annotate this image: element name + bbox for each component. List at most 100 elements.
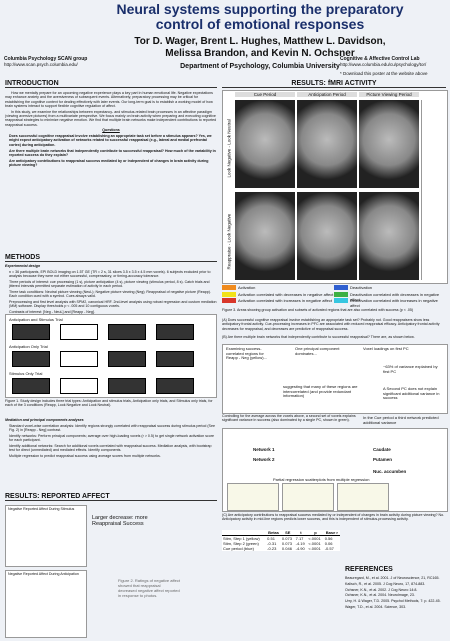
network-label: Network 1 <box>253 447 275 452</box>
section-heading: RESULTS: REPORTED AFFECT <box>5 493 217 501</box>
reference: Ochsner, K.N., et al. 2004. NeuroImage, … <box>345 593 415 598</box>
legend-swatch <box>334 298 348 303</box>
legend-swatch <box>222 285 236 290</box>
bullet: Identify networks: Perform principal com… <box>9 433 215 443</box>
column-header: Cue Period <box>235 92 295 97</box>
trial-box <box>60 378 98 394</box>
subheading: Mediation and principal components analy… <box>5 418 84 422</box>
title: Neural systems supporting the preparator… <box>116 1 404 32</box>
figure-caption: Figure 1. Study design includes three tr… <box>5 399 213 408</box>
brain-image <box>235 100 295 188</box>
column-header: Picture Viewing Period <box>359 92 419 97</box>
table-cell: -0.31 <box>267 541 277 546</box>
table-row: Stim, Step 2 (green) -0.31 0.073 -4.19 <.000… <box>222 541 340 546</box>
table-cell: -4.90 <box>295 546 305 551</box>
subheading: Experimental design <box>5 264 41 268</box>
diagram-text: A Second PC does not explain significant… <box>383 386 440 401</box>
legend-label: Deactivation correlated with decreases i… <box>350 291 440 302</box>
reference: Kalisch, R., et al. 2005. J Cog Neuro, 1… <box>345 581 426 586</box>
trial-box <box>108 378 146 394</box>
trial-box <box>12 324 50 340</box>
legend-swatch <box>334 285 348 290</box>
intro-text: How we mentally prepare for an upcoming … <box>5 91 217 169</box>
scatter-panel <box>421 100 446 280</box>
table-cell: Stim, Step 1 (yellow) <box>223 536 260 541</box>
question-a: (A) Does successful cognitive reappraisa… <box>222 318 440 331</box>
bullet: Standard voxel-wise correlation analysis… <box>9 423 215 433</box>
trial-label: Anticipation Only Trial <box>9 344 48 349</box>
section-heading: RESULTS: fMRI ACTIVITY <box>222 80 446 88</box>
row-label: Look Negative - Look Neutral <box>226 119 232 178</box>
reference: Ochsner, K.N., et al. 2002. J Cog Neuro … <box>345 587 418 592</box>
bullet: Preprocessing and first level analysis w… <box>9 300 217 309</box>
scatter-plot <box>282 483 334 511</box>
table-cell: -0.57 <box>324 546 334 551</box>
brain-image <box>359 100 419 188</box>
mediation-text: Mediation and principal components analy… <box>5 418 217 460</box>
question: Are there multiple brain networks that i… <box>9 148 216 157</box>
legend-label: Deactivation correlated with increases i… <box>350 298 438 308</box>
pc-diagram: Examining success-correlated regions for… <box>222 344 448 414</box>
table-cell: -0.23 <box>267 546 277 551</box>
download-note: * Download this poster at the website ab… <box>340 71 428 76</box>
table-cell: <.0001 <box>308 546 321 551</box>
reference: Beauregard, M., et al. 2001. J of Neuros… <box>345 576 440 580</box>
trial-box <box>108 351 146 367</box>
table-cell: <.0001 <box>308 536 321 541</box>
table-cell: Stim, Step 2 (green) <box>223 541 259 546</box>
network-label: Putamen <box>373 457 393 462</box>
row-label: Reappraise - Look Negative <box>226 213 232 270</box>
trial-box <box>60 351 98 367</box>
question-c: (C) Are anticipatory contributions to re… <box>222 513 445 522</box>
legend-label: Deactivation <box>350 285 373 290</box>
scatter-plot <box>227 483 279 511</box>
bullet: Three task conditions: Neutral picture v… <box>9 289 211 299</box>
reference: Urry, H. & Wager, T.D. 2005. Psychol Met… <box>345 599 441 604</box>
table-cell: <.0001 <box>308 541 321 546</box>
diagram-text: suggesting that many of these regions ar… <box>283 384 358 399</box>
legend-swatch <box>222 291 236 297</box>
trial-box <box>60 324 98 340</box>
table-header: Base r <box>323 530 340 536</box>
trial-label: Stimulus Only Trial <box>9 371 43 376</box>
subheading: Questions <box>102 128 120 133</box>
section-heading: REFERENCES <box>345 566 393 573</box>
bullet: Identify additional networks: Search for… <box>9 443 212 453</box>
trial-label: Anticipation and Stimulus Trial <box>9 317 63 322</box>
brain-figure: Cue Period Anticipation Period Picture Vie… <box>222 90 448 284</box>
brain-image <box>359 192 419 280</box>
trial-box <box>108 324 146 340</box>
figure-caption: Figure 2. Ratings of negative affect sho… <box>118 578 180 598</box>
table-row: Cue period (blue) -0.23 0.046 -4.90 <.0001 -0… <box>222 546 340 551</box>
diagram-text: Examining success-correlated regions for… <box>226 346 267 361</box>
left-lab: Columbia Psychology SCAN group <box>4 56 88 62</box>
affect-chart-2 <box>5 570 87 638</box>
question-b: (B) Are there multiple brain networks th… <box>222 335 415 339</box>
legend-swatch <box>334 291 348 297</box>
bullet: Multiple regression to predict reapprais… <box>9 454 161 459</box>
trial-box <box>156 378 194 394</box>
network-figure: Network 1 Network 2 Caudate Putamen Nuc. acc… <box>222 415 448 512</box>
table-cell: 0.06 <box>324 541 333 546</box>
scatter-caption: Partial regression scatterplots from mul… <box>273 477 370 482</box>
table-header <box>222 530 267 536</box>
table-cell: 0.51 <box>267 536 275 541</box>
bullet: Three periods of interest: cue processin… <box>9 279 210 289</box>
authors: Tor D. Wager, Brent L. Hughes, Matthew L… <box>134 36 386 59</box>
table-cell: -4.19 <box>295 541 305 546</box>
table-header: t <box>294 530 308 536</box>
methods-text: Experimental design n = 36 participants, … <box>5 264 217 316</box>
legend-label: Activation correlated with increases in … <box>238 298 332 303</box>
bullet: n = 36 participants, EPI BOLD imaging on… <box>9 269 211 279</box>
trial-box <box>156 324 194 340</box>
chart-title: Negative Reported Affect During Stimulus <box>8 507 75 511</box>
trial-box <box>12 351 50 367</box>
table-cell: 0.046 <box>281 546 292 551</box>
brain-image <box>235 192 295 280</box>
table-row: Stim, Step 1 (yellow) 0.51 0.073 7.17 <.0001… <box>222 536 340 541</box>
legend-label: Activation correlated with decreases in … <box>238 291 334 297</box>
network-text: Controlling for the average across the v… <box>222 414 356 423</box>
column-header: Anticipation Period <box>297 92 357 97</box>
paragraph: In this study, we examine the relationsh… <box>5 109 217 127</box>
